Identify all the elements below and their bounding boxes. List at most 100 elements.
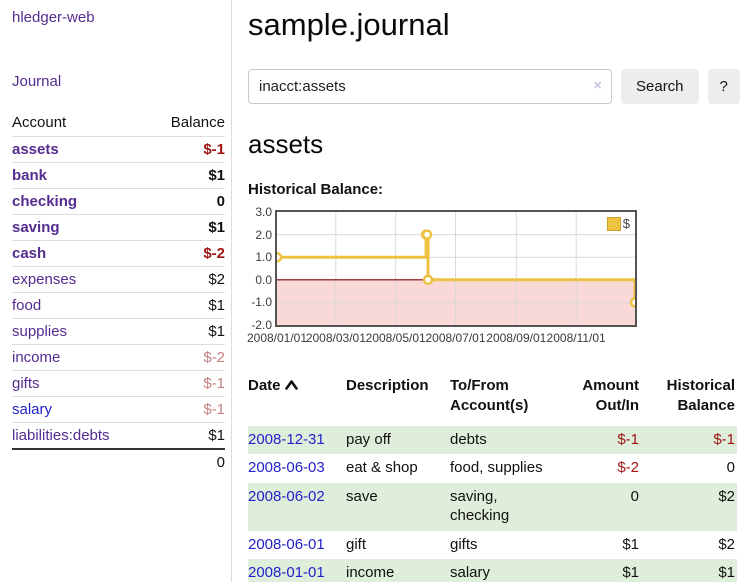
transaction-balance: 0: [726, 459, 735, 477]
accounts-total-spacer: [12, 449, 149, 475]
accounts-header-row: Account Balance: [12, 111, 225, 137]
account-link-expenses[interactable]: expenses: [12, 271, 77, 288]
clear-search-icon[interactable]: ×: [593, 77, 602, 94]
account-link-checking[interactable]: checking: [12, 193, 78, 210]
register-header-description: Description: [346, 377, 429, 394]
register-header-accounts: To/From Account(s): [450, 377, 529, 415]
account-link-liabilities-debts[interactable]: liabilities:debts: [12, 427, 110, 444]
account-row: expenses $2: [12, 266, 225, 293]
account-balance: $2: [208, 271, 225, 288]
transaction-date-link[interactable]: 2008-12-31: [248, 430, 325, 448]
account-balance: $-1: [203, 141, 225, 158]
account-row: gifts $-1: [12, 370, 225, 397]
transaction-date-link[interactable]: 2008-06-01: [248, 535, 325, 553]
search-button[interactable]: Search: [621, 69, 699, 104]
transaction-amount: $1: [622, 535, 639, 553]
transaction-balance: $-1: [713, 430, 735, 448]
register-header-balance: Historical Balance: [666, 377, 735, 415]
legend-label: $: [622, 216, 630, 231]
account-link-food[interactable]: food: [12, 297, 42, 314]
data-point-marker: [422, 274, 434, 286]
journal-nav-link[interactable]: Journal: [12, 73, 62, 90]
register-header-row: Date Description To/From Account(s) Amou…: [248, 374, 737, 426]
account-balance: 0: [216, 193, 225, 210]
accounts-header-account: Account: [12, 114, 67, 131]
sidebar: hledger-web Journal Account Balance asse…: [0, 0, 232, 582]
account-heading: assets: [248, 129, 324, 159]
account-row: bank $1: [12, 162, 225, 189]
chart-canvas: [277, 212, 635, 325]
transaction-date-link[interactable]: 2008-06-02: [248, 488, 325, 505]
account-balance: $1: [208, 297, 225, 314]
transaction-accounts: salary: [450, 564, 491, 582]
account-balance: $1: [208, 323, 225, 340]
search-bar: × Search ?: [248, 69, 742, 104]
transaction-accounts: food, supplies: [450, 459, 543, 477]
account-balance: $-1: [203, 375, 225, 392]
account-row: cash $-2: [12, 240, 225, 267]
account-row: checking 0: [12, 188, 225, 215]
account-link-bank[interactable]: bank: [12, 167, 48, 184]
transaction-date-link[interactable]: 2008-06-03: [248, 459, 325, 477]
y-axis-tick-label: -2.0: [251, 318, 272, 332]
account-link-gifts[interactable]: gifts: [12, 375, 40, 392]
account-balance: $-2: [203, 245, 225, 262]
account-balance: $-1: [203, 401, 225, 418]
account-row: supplies $1: [12, 318, 225, 345]
x-axis-tick-label: 2008/03/01: [305, 331, 366, 345]
accounts-table: Account Balance assets $-1 bank $1 checking 0…: [12, 111, 225, 475]
chart-legend: $: [604, 215, 632, 232]
date-header-label: Date: [248, 377, 281, 394]
account-balance: $1: [208, 427, 225, 444]
account-balance: $1: [208, 219, 225, 236]
account-link-income[interactable]: income: [12, 349, 61, 366]
y-axis-tick-label: 3.0: [255, 205, 272, 219]
register-header-date[interactable]: Date: [248, 374, 346, 426]
accounts-total-row: 0: [12, 449, 225, 475]
search-field-wrap: ×: [248, 69, 612, 104]
account-row: assets $-1: [12, 136, 225, 163]
app-title: hledger-web: [12, 9, 231, 26]
account-link-salary[interactable]: salary: [12, 401, 53, 418]
y-axis-tick-label: 1.0: [255, 250, 272, 265]
transaction-row: 2008-06-03 eat & shop food, supplies $-2 0: [248, 454, 737, 483]
main-content: sample.journal × Search ? assets Histori…: [247, 0, 742, 582]
journal-nav: Journal: [12, 73, 231, 90]
account-link-cash[interactable]: cash: [12, 245, 47, 262]
balance-chart: $ 3.0 2.0 1.0 0.0 -1.0 -2.0 2008/01/01 2008/03/…: [247, 205, 742, 350]
transaction-balance: $2: [718, 488, 735, 505]
sort-ascending-icon: [284, 380, 298, 390]
transaction-amount: $-2: [617, 459, 639, 477]
help-button[interactable]: ?: [707, 69, 740, 104]
transaction-row: 2008-06-01 gift gifts $1 $2: [248, 531, 737, 560]
account-link-assets[interactable]: assets: [12, 141, 59, 158]
x-axis-tick-label: 2008/09/01: [486, 331, 547, 345]
transaction-date-link[interactable]: 2008-01-01: [248, 564, 325, 582]
search-input[interactable]: [248, 69, 612, 104]
account-row: liabilities:debts $1: [12, 422, 225, 450]
transaction-description: gift: [346, 535, 367, 553]
app-title-link[interactable]: hledger-web: [12, 9, 95, 26]
account-row: income $-2: [12, 344, 225, 371]
accounts-header-balance: Balance: [170, 114, 225, 131]
transaction-amount: $-1: [617, 430, 639, 448]
transaction-amount: $1: [622, 564, 639, 582]
account-link-saving[interactable]: saving: [12, 219, 60, 236]
transaction-balance: $2: [718, 535, 735, 553]
transaction-description: save: [346, 488, 378, 505]
y-axis-tick-label: -1.0: [251, 295, 272, 310]
account-link-supplies[interactable]: supplies: [12, 323, 68, 340]
transaction-accounts: gifts: [450, 535, 478, 553]
x-axis-tick-label: 2008/11/01: [546, 331, 606, 345]
data-point-marker: [277, 251, 283, 263]
register-header-amount: Amount Out/In: [582, 377, 639, 415]
transaction-accounts: saving, checking: [450, 488, 510, 524]
historical-balance-label: Historical Balance:: [248, 181, 384, 198]
account-balance: $-2: [203, 349, 225, 366]
transaction-description: eat & shop: [346, 459, 418, 477]
transaction-description: pay off: [346, 430, 391, 448]
x-axis-tick-label: 2008/05/01: [365, 331, 426, 345]
account-row: food $1: [12, 292, 225, 319]
chart-plot-area: $: [275, 210, 637, 327]
